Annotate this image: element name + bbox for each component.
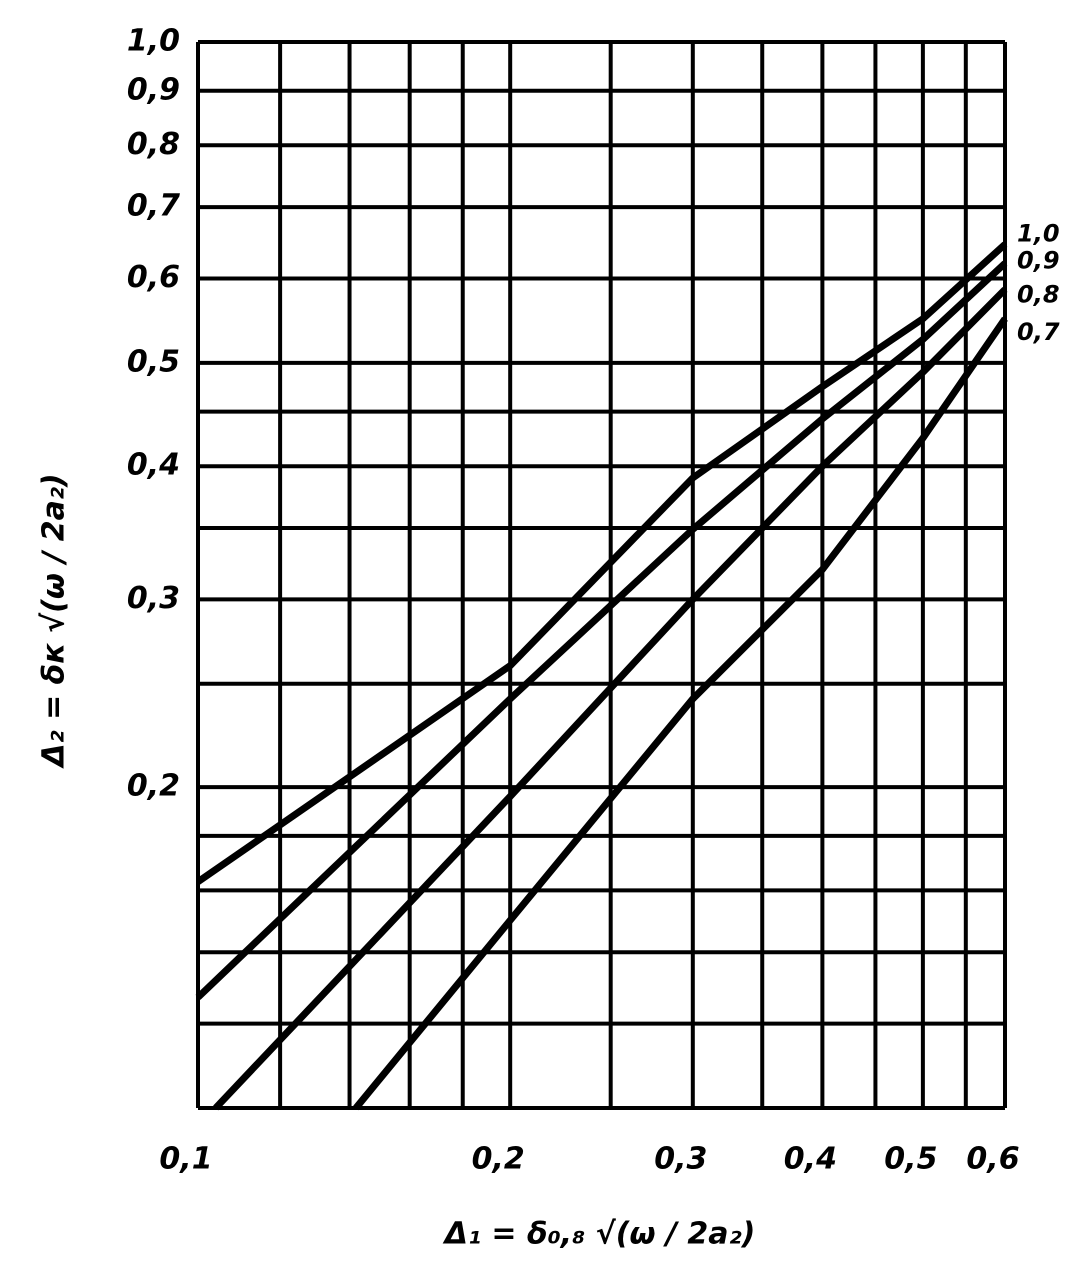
curve	[196, 241, 1008, 885]
y-tick-label: 0,5	[127, 344, 180, 379]
curve	[195, 260, 1008, 1000]
curve-label: 0,8	[1017, 280, 1060, 308]
y-tick-label: 0,8	[127, 127, 180, 162]
y-axis-title: Δ₂ = δк √(ω / 2a₂)	[37, 473, 72, 768]
y-tick-label: 1,0	[127, 24, 180, 59]
y-tick-label: 0,3	[127, 581, 180, 616]
curve-label: 0,7	[1017, 318, 1060, 346]
x-tick-label: 0,2	[472, 1142, 525, 1177]
curve	[353, 316, 1008, 1111]
x-tick-label: 0,1	[159, 1142, 212, 1177]
y-tick-label: 0,2	[127, 769, 180, 804]
y-tick-label: 0,9	[127, 72, 180, 107]
curve-label: 0,9	[1017, 246, 1060, 274]
y-tick-label: 0,7	[127, 189, 180, 224]
x-tick-label: 0,6	[966, 1142, 1019, 1177]
y-tick-label: 0,6	[127, 260, 180, 295]
y-tick-label: 0,4	[127, 448, 180, 483]
x-tick-label: 0,5	[884, 1142, 937, 1177]
x-tick-label: 0,4	[784, 1142, 837, 1177]
x-tick-label: 0,3	[654, 1142, 707, 1177]
x-axis-title: Δ₁ = δ₀,₈ √(ω / 2a₂)	[443, 1217, 756, 1252]
curve-label: 1,0	[1017, 219, 1060, 247]
curve	[213, 286, 1008, 1111]
